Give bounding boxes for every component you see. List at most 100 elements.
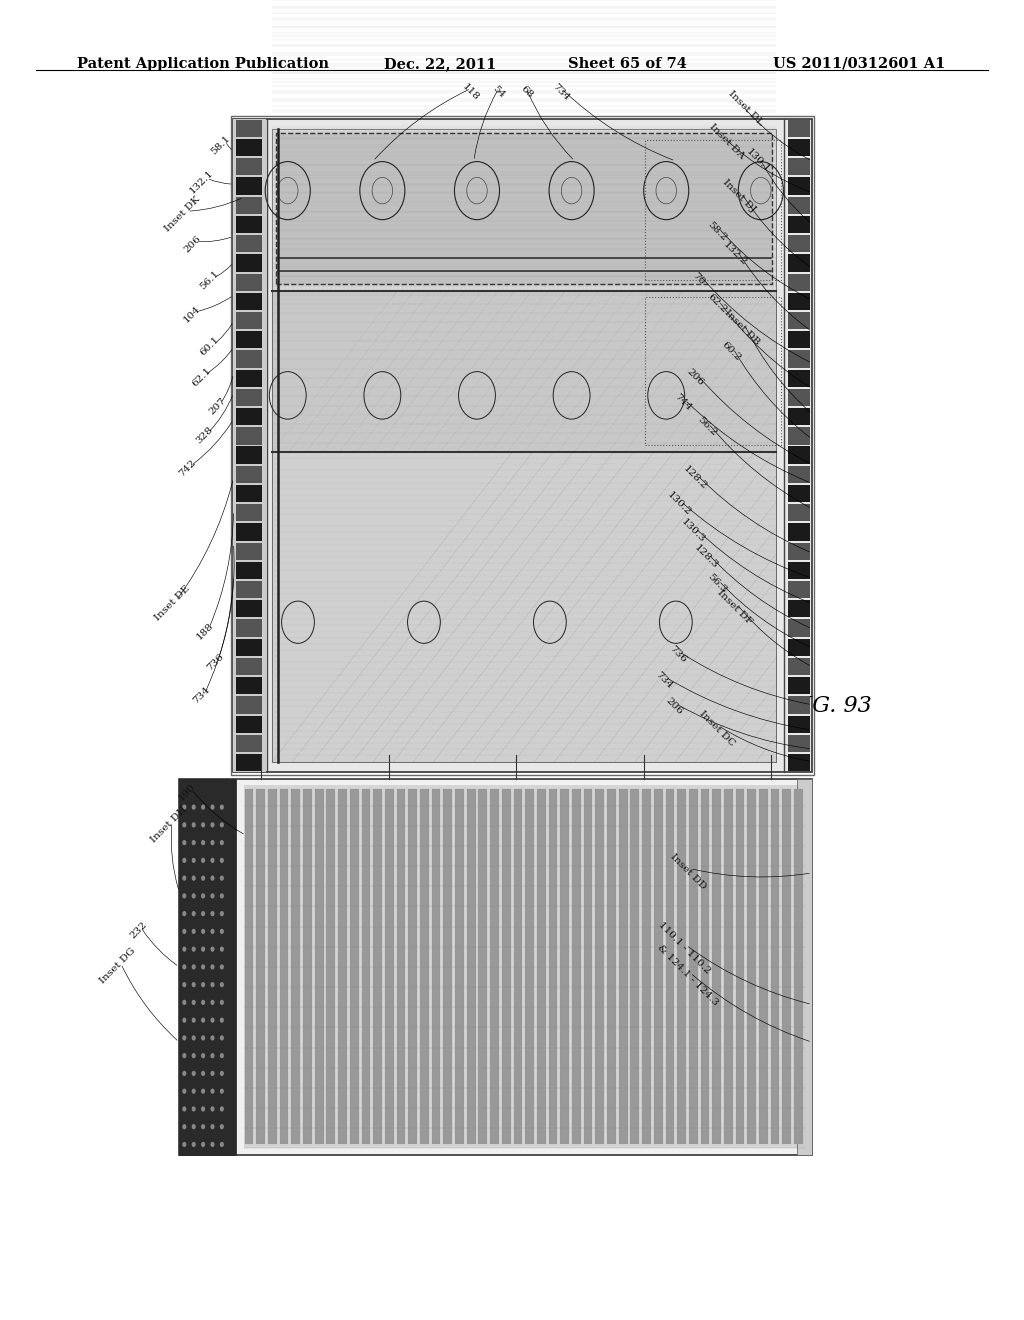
Text: 104: 104 — [182, 304, 203, 325]
Text: FIG. 93: FIG. 93 — [788, 696, 872, 717]
Circle shape — [191, 982, 196, 987]
Circle shape — [182, 1089, 186, 1094]
Circle shape — [220, 1106, 224, 1111]
Circle shape — [211, 1018, 215, 1023]
Circle shape — [220, 982, 224, 987]
Circle shape — [211, 1089, 215, 1094]
Bar — [236, 293, 262, 310]
Bar — [788, 350, 810, 368]
Bar — [231, 116, 814, 775]
Bar — [788, 255, 810, 272]
Text: Inset DF: Inset DF — [716, 587, 755, 627]
Circle shape — [220, 875, 224, 880]
Bar — [236, 197, 262, 214]
Circle shape — [182, 840, 186, 845]
Bar — [631, 789, 639, 1144]
Circle shape — [201, 1035, 205, 1040]
Bar — [236, 715, 262, 733]
Bar — [236, 273, 262, 290]
Bar — [771, 789, 779, 1144]
Bar — [236, 543, 262, 560]
Bar — [642, 789, 651, 1144]
Text: 734: 734 — [551, 82, 571, 103]
Bar — [268, 789, 276, 1144]
Text: Inset DE: Inset DE — [153, 583, 191, 623]
Bar — [276, 133, 772, 284]
Circle shape — [182, 911, 186, 916]
Bar — [788, 428, 810, 445]
Bar — [782, 789, 792, 1144]
Text: 128.2: 128.2 — [682, 465, 709, 491]
Bar — [361, 789, 371, 1144]
Bar — [788, 331, 810, 348]
Bar — [788, 504, 810, 521]
Circle shape — [191, 875, 196, 880]
Bar — [236, 466, 262, 483]
Circle shape — [191, 1106, 196, 1111]
Circle shape — [211, 1125, 215, 1130]
Circle shape — [211, 858, 215, 863]
Bar — [236, 255, 262, 272]
Bar — [788, 657, 810, 675]
Bar — [179, 779, 236, 1155]
Bar — [236, 139, 262, 156]
Circle shape — [201, 1089, 205, 1094]
Bar — [525, 789, 534, 1144]
Circle shape — [182, 894, 186, 899]
Circle shape — [182, 1018, 186, 1023]
Circle shape — [220, 804, 224, 809]
Circle shape — [191, 929, 196, 935]
Bar — [373, 789, 382, 1144]
Bar — [236, 601, 262, 618]
Circle shape — [182, 929, 186, 935]
Circle shape — [211, 1053, 215, 1059]
Circle shape — [191, 1035, 196, 1040]
Circle shape — [182, 1125, 186, 1130]
Text: 190: 190 — [177, 781, 198, 803]
Bar — [788, 523, 810, 541]
Text: 58.2: 58.2 — [706, 219, 728, 243]
Text: 734: 734 — [191, 685, 212, 706]
Circle shape — [182, 1053, 186, 1059]
Circle shape — [182, 982, 186, 987]
Circle shape — [182, 804, 186, 809]
Bar — [788, 120, 810, 137]
Bar — [236, 177, 262, 195]
Circle shape — [191, 964, 196, 969]
Bar — [677, 789, 686, 1144]
Text: 56.3: 56.3 — [706, 572, 728, 595]
Text: 110.1 - 110.2: 110.1 - 110.2 — [656, 920, 712, 975]
Bar — [788, 619, 810, 636]
Circle shape — [211, 964, 215, 969]
Bar — [236, 408, 262, 425]
Circle shape — [211, 999, 215, 1005]
Text: 68: 68 — [518, 84, 535, 100]
Text: Inset DH: Inset DH — [150, 805, 188, 845]
Bar — [272, 129, 776, 762]
Bar — [236, 312, 262, 329]
Circle shape — [191, 858, 196, 863]
Bar — [607, 789, 615, 1144]
Circle shape — [211, 946, 215, 952]
Text: 132.2: 132.2 — [722, 240, 749, 267]
Circle shape — [201, 894, 205, 899]
Bar — [432, 789, 440, 1144]
Bar — [245, 789, 253, 1144]
Bar — [788, 158, 810, 176]
Text: Inset DC: Inset DC — [697, 709, 736, 748]
Circle shape — [220, 1053, 224, 1059]
Text: 734: 734 — [653, 669, 674, 690]
Circle shape — [191, 999, 196, 1005]
Text: 206: 206 — [182, 234, 203, 255]
Bar — [788, 273, 810, 290]
Circle shape — [201, 999, 205, 1005]
Bar — [385, 789, 393, 1144]
Bar — [724, 789, 733, 1144]
Bar — [666, 789, 674, 1144]
Bar — [595, 789, 604, 1144]
Circle shape — [220, 946, 224, 952]
Bar — [788, 293, 810, 310]
Circle shape — [201, 804, 205, 809]
Bar — [759, 789, 768, 1144]
Text: Inset DB: Inset DB — [723, 308, 762, 347]
